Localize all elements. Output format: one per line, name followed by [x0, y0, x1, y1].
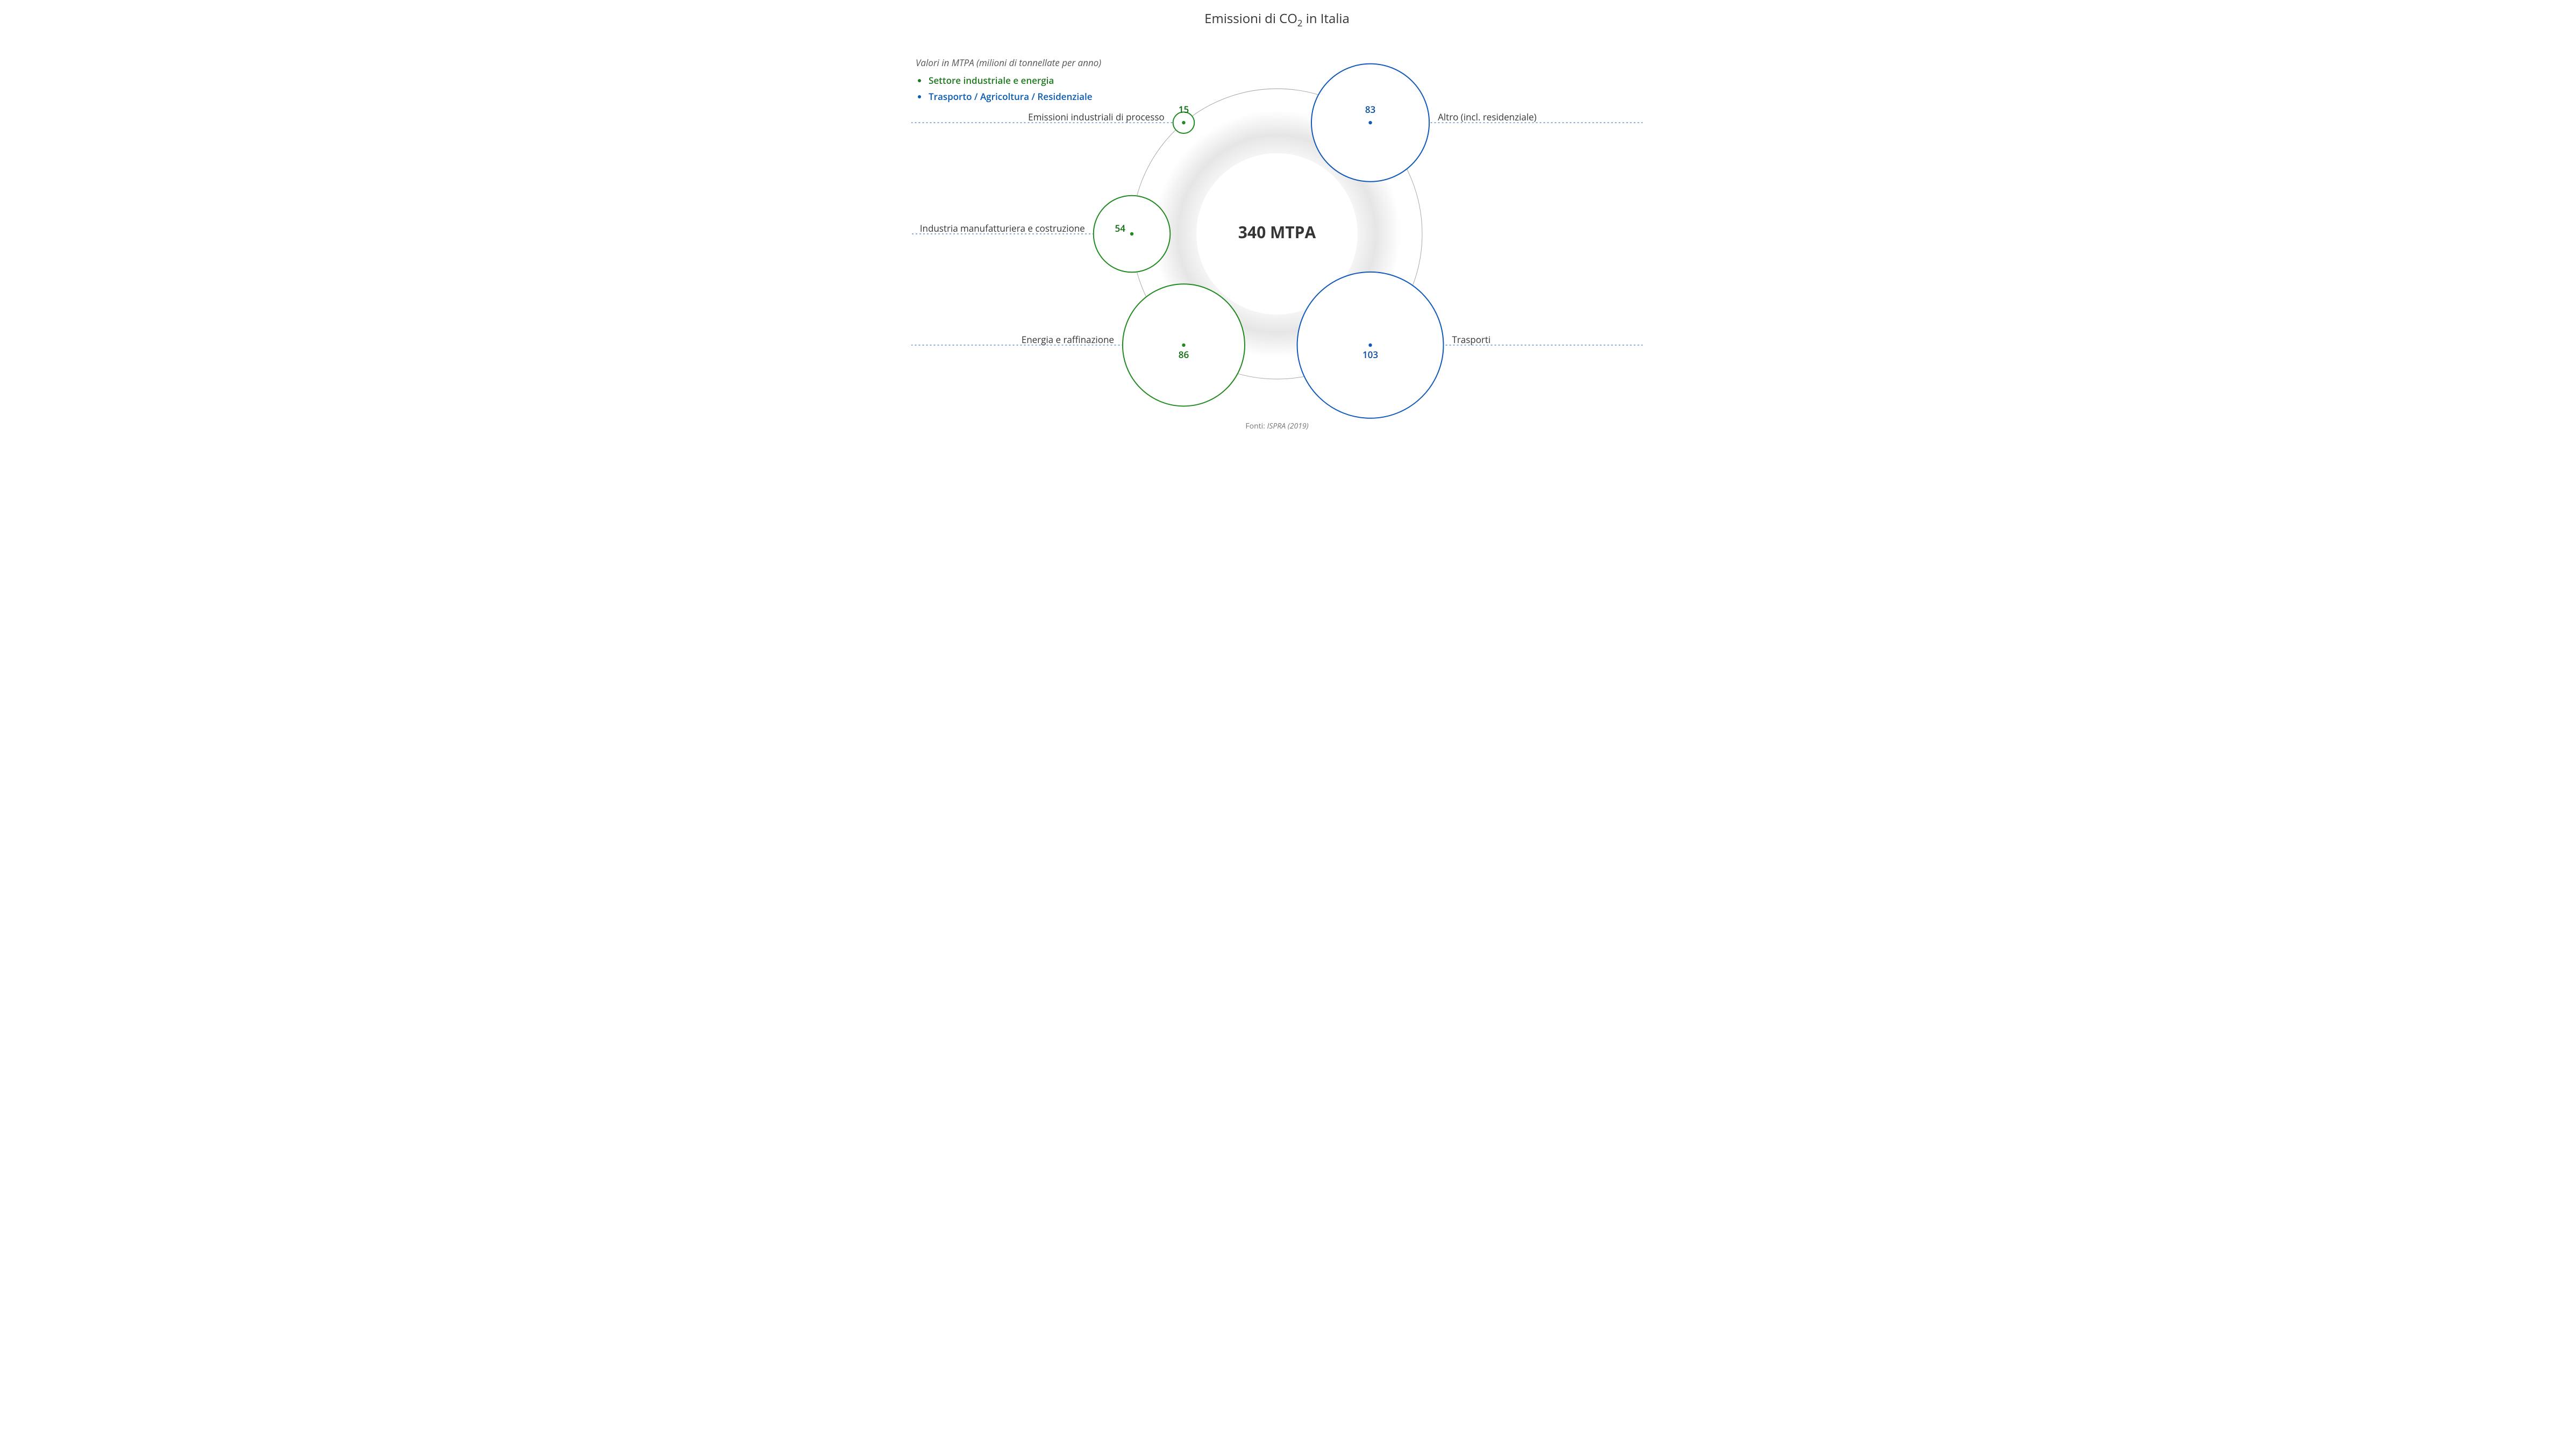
- bubble-value-altro: 83: [1365, 103, 1375, 116]
- source-line: Fonti: ISPRA (2019): [890, 421, 1664, 431]
- center-value: 340 MTPA: [1238, 221, 1316, 243]
- bubble-value-proc: 15: [1179, 103, 1189, 116]
- bubble-label-trasp: Trasporti: [1452, 333, 1491, 346]
- bubble-label-altro: Altro (incl. residenziale): [1438, 111, 1537, 123]
- bubble-label-manuf: Industria manufatturiera e costruzione: [920, 222, 1085, 234]
- bubble-dot-altro: [1368, 121, 1372, 124]
- bubble-value-manuf: 54: [1115, 222, 1126, 234]
- page: Emissioni di CO2 in Italia Valori in MTP…: [890, 0, 1664, 441]
- bubble-dot-proc: [1182, 121, 1185, 124]
- bubble-dot-energy: [1182, 344, 1185, 347]
- bubble-chart: 340 MTPA 15 54 86 83 103: [890, 0, 1664, 441]
- bubble-dot-manuf: [1130, 232, 1133, 235]
- source-name: ISPRA (2019): [1267, 421, 1309, 431]
- bubble-value-trasp: 103: [1362, 348, 1378, 361]
- bubble-label-energy: Energia e raffinazione: [1022, 333, 1114, 346]
- bubble-label-proc: Emissioni industriali di processo: [1028, 111, 1165, 123]
- source-prefix: Fonti:: [1245, 421, 1267, 431]
- bubble-dot-trasp: [1368, 344, 1372, 347]
- bubble-value-energy: 86: [1179, 348, 1189, 361]
